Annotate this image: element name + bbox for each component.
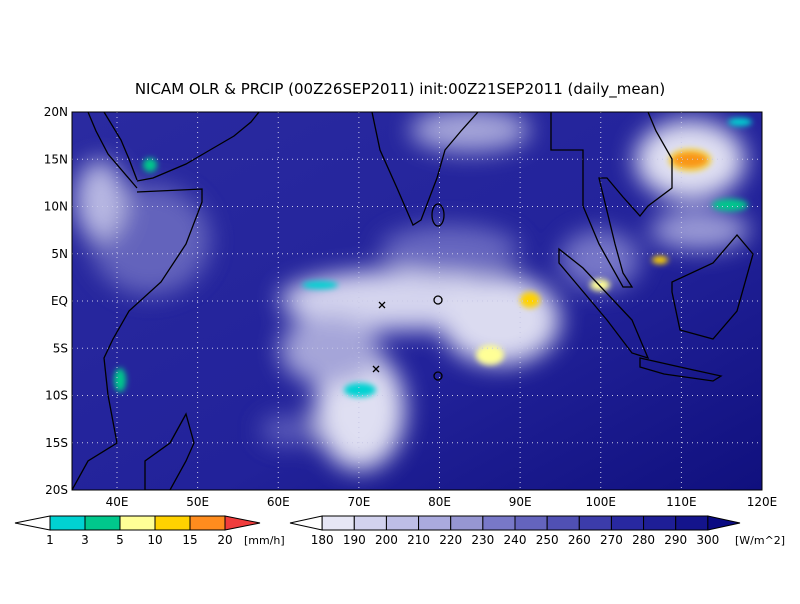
colorbar-box	[321, 515, 355, 531]
colorbar-box	[119, 515, 156, 531]
lat-label: 5S	[53, 341, 68, 355]
colorbar-label: 190	[343, 533, 366, 547]
colorbar-label: 230	[471, 533, 494, 547]
colorbar-label: 260	[568, 533, 591, 547]
map-frame	[71, 111, 763, 491]
colorbar-unit: [mm/h]	[244, 534, 285, 547]
lat-label: 20N	[44, 105, 68, 119]
colorbar-label: 20	[217, 533, 232, 547]
coastlines	[72, 112, 754, 490]
colorbar-arrow	[224, 515, 261, 531]
lon-label: 100E	[586, 495, 617, 509]
colorbar-label: 300	[696, 533, 719, 547]
colorbar-box	[49, 515, 86, 531]
colorbar-label: 220	[439, 533, 462, 547]
colorbar-box	[643, 515, 677, 531]
colorbar-label: 200	[375, 533, 398, 547]
colorbar-label: 280	[632, 533, 655, 547]
lon-label: 120E	[747, 495, 778, 509]
lat-label: 5N	[51, 247, 68, 261]
colorbar-box	[418, 515, 452, 531]
map-field	[72, 112, 762, 490]
colorbar-label: 3	[81, 533, 89, 547]
colorbar-box	[514, 515, 548, 531]
colorbar-label: 5	[116, 533, 124, 547]
colorbar-box	[154, 515, 191, 531]
lat-label: EQ	[51, 294, 68, 308]
colorbar-box	[546, 515, 580, 531]
colorbar-box	[578, 515, 612, 531]
colorbar-box	[353, 515, 387, 531]
lon-label: 80E	[428, 495, 451, 509]
colorbar-arrow	[289, 515, 323, 531]
lon-label: 70E	[347, 495, 370, 509]
colorbar-label: 180	[311, 533, 334, 547]
colorbar-box	[482, 515, 516, 531]
colorbar-box	[675, 515, 709, 531]
colorbar-box	[385, 515, 420, 531]
colorbar-arrow	[707, 515, 741, 531]
lat-label: 10N	[44, 200, 68, 214]
colorbar-label: 240	[504, 533, 527, 547]
lat-label: 10S	[45, 389, 68, 403]
colorbar-box	[610, 515, 645, 531]
colorbar-label: 210	[407, 533, 430, 547]
colorbar-label: 1	[46, 533, 54, 547]
colorbar-arrow	[14, 515, 51, 531]
colorbar-unit: [W/m^2]	[735, 534, 785, 547]
colorbar-label: 250	[536, 533, 559, 547]
lon-label: 50E	[186, 495, 209, 509]
colorbar-label: 290	[664, 533, 687, 547]
title: NICAM OLR & PRCIP (00Z26SEP2011) init:00…	[135, 80, 665, 99]
colorbar-label: 15	[182, 533, 197, 547]
lon-label: 110E	[666, 495, 697, 509]
colorbar-box	[84, 515, 121, 531]
colorbar-label: 10	[147, 533, 162, 547]
lon-label: 60E	[267, 495, 290, 509]
colorbar-label: 270	[600, 533, 623, 547]
lat-label: 15N	[44, 152, 68, 166]
colorbar-box	[450, 515, 484, 531]
lon-label: 90E	[509, 495, 532, 509]
lon-label: 40E	[106, 495, 129, 509]
colorbar-box	[189, 515, 226, 531]
lat-label: 20S	[45, 483, 68, 497]
lat-label: 15S	[45, 436, 68, 450]
